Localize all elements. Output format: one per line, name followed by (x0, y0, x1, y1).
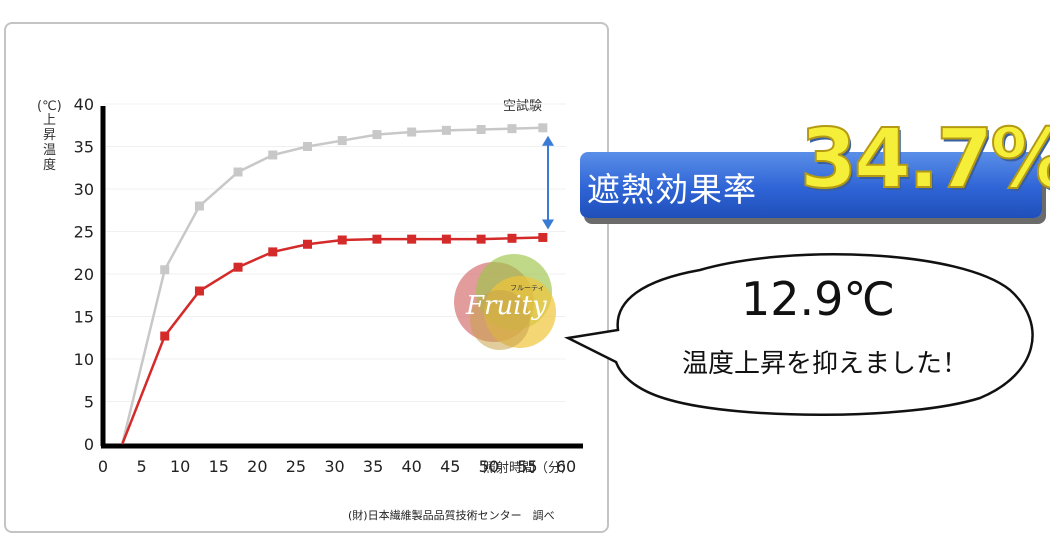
data-point (441, 125, 451, 135)
fruity-logo: Fruity フルーティ (454, 254, 556, 350)
series-annotation: 空試験 (503, 98, 542, 114)
data-point (268, 150, 278, 160)
data-point (302, 142, 312, 151)
x-tick-label: 0 (98, 457, 108, 476)
effect-banner (580, 152, 1042, 218)
data-point (233, 167, 243, 177)
data-point (538, 123, 548, 133)
y-tick-label: 10 (74, 350, 94, 369)
data-point (507, 124, 517, 134)
arrow-head-up (542, 135, 554, 146)
data-point (372, 130, 382, 140)
x-axis-label: 照射時間（分） (483, 460, 574, 476)
data-point (337, 235, 347, 245)
x-tick-label: 40 (401, 457, 421, 476)
y-tick-label: 25 (74, 223, 94, 242)
data-point (302, 239, 312, 249)
x-tick-label: 60 (556, 457, 576, 476)
data-point (268, 247, 278, 257)
data-point (160, 265, 170, 275)
logo-text: Fruity (465, 291, 547, 321)
source-note: (財)日本繊維製品品質技術センター 調べ (348, 509, 555, 522)
x-tick-label: 35 (363, 457, 383, 476)
y-tick-label: 5 (84, 393, 94, 412)
y-tick-label: 35 (74, 138, 94, 157)
data-point (160, 331, 170, 341)
y-tick-label: 0 (84, 435, 94, 454)
y-tick-label: 15 (74, 308, 94, 327)
data-point (233, 262, 243, 272)
bubble-message: 温度上昇を抑えました！ (681, 349, 968, 379)
x-tick-label: 30 (324, 457, 344, 476)
data-point (538, 232, 548, 242)
x-tick-label: 25 (286, 457, 306, 476)
data-point (476, 234, 486, 244)
data-point (194, 286, 204, 296)
banner-label: 遮熱効果率 (587, 170, 757, 209)
data-point (194, 201, 204, 211)
data-point (372, 234, 382, 244)
data-point (507, 233, 517, 243)
data-point (441, 234, 451, 244)
banner-value: 34.7% (799, 111, 1050, 208)
x-tick-label: 50 (479, 457, 499, 476)
line-chart: (℃) 上昇温度 空試験 照射時間（分） 0 5 10 15 20 25 30 35 40 0 5 1… (37, 95, 583, 476)
y-axis-label: 上昇温度 (43, 113, 56, 173)
x-tick-label: 55 (517, 457, 537, 476)
data-point (476, 125, 486, 134)
data-point (407, 127, 417, 137)
x-tick-label: 45 (440, 457, 460, 476)
y-unit-label: (℃) (37, 99, 62, 114)
data-point (407, 234, 417, 244)
y-tick-label: 30 (74, 180, 94, 199)
x-tick-label: 20 (247, 457, 267, 476)
logo-subtext: フルーティ (510, 284, 545, 292)
speech-bubble (563, 253, 1034, 416)
y-tick-label: 20 (74, 265, 94, 284)
y-tick-label: 40 (74, 95, 94, 114)
x-tick-label: 15 (209, 457, 229, 476)
x-tick-label: 10 (170, 457, 190, 476)
data-point (337, 136, 347, 146)
arrow-head-down (542, 219, 554, 230)
x-tick-label: 5 (136, 457, 146, 476)
temperature-difference: 12.9℃ (740, 272, 896, 326)
